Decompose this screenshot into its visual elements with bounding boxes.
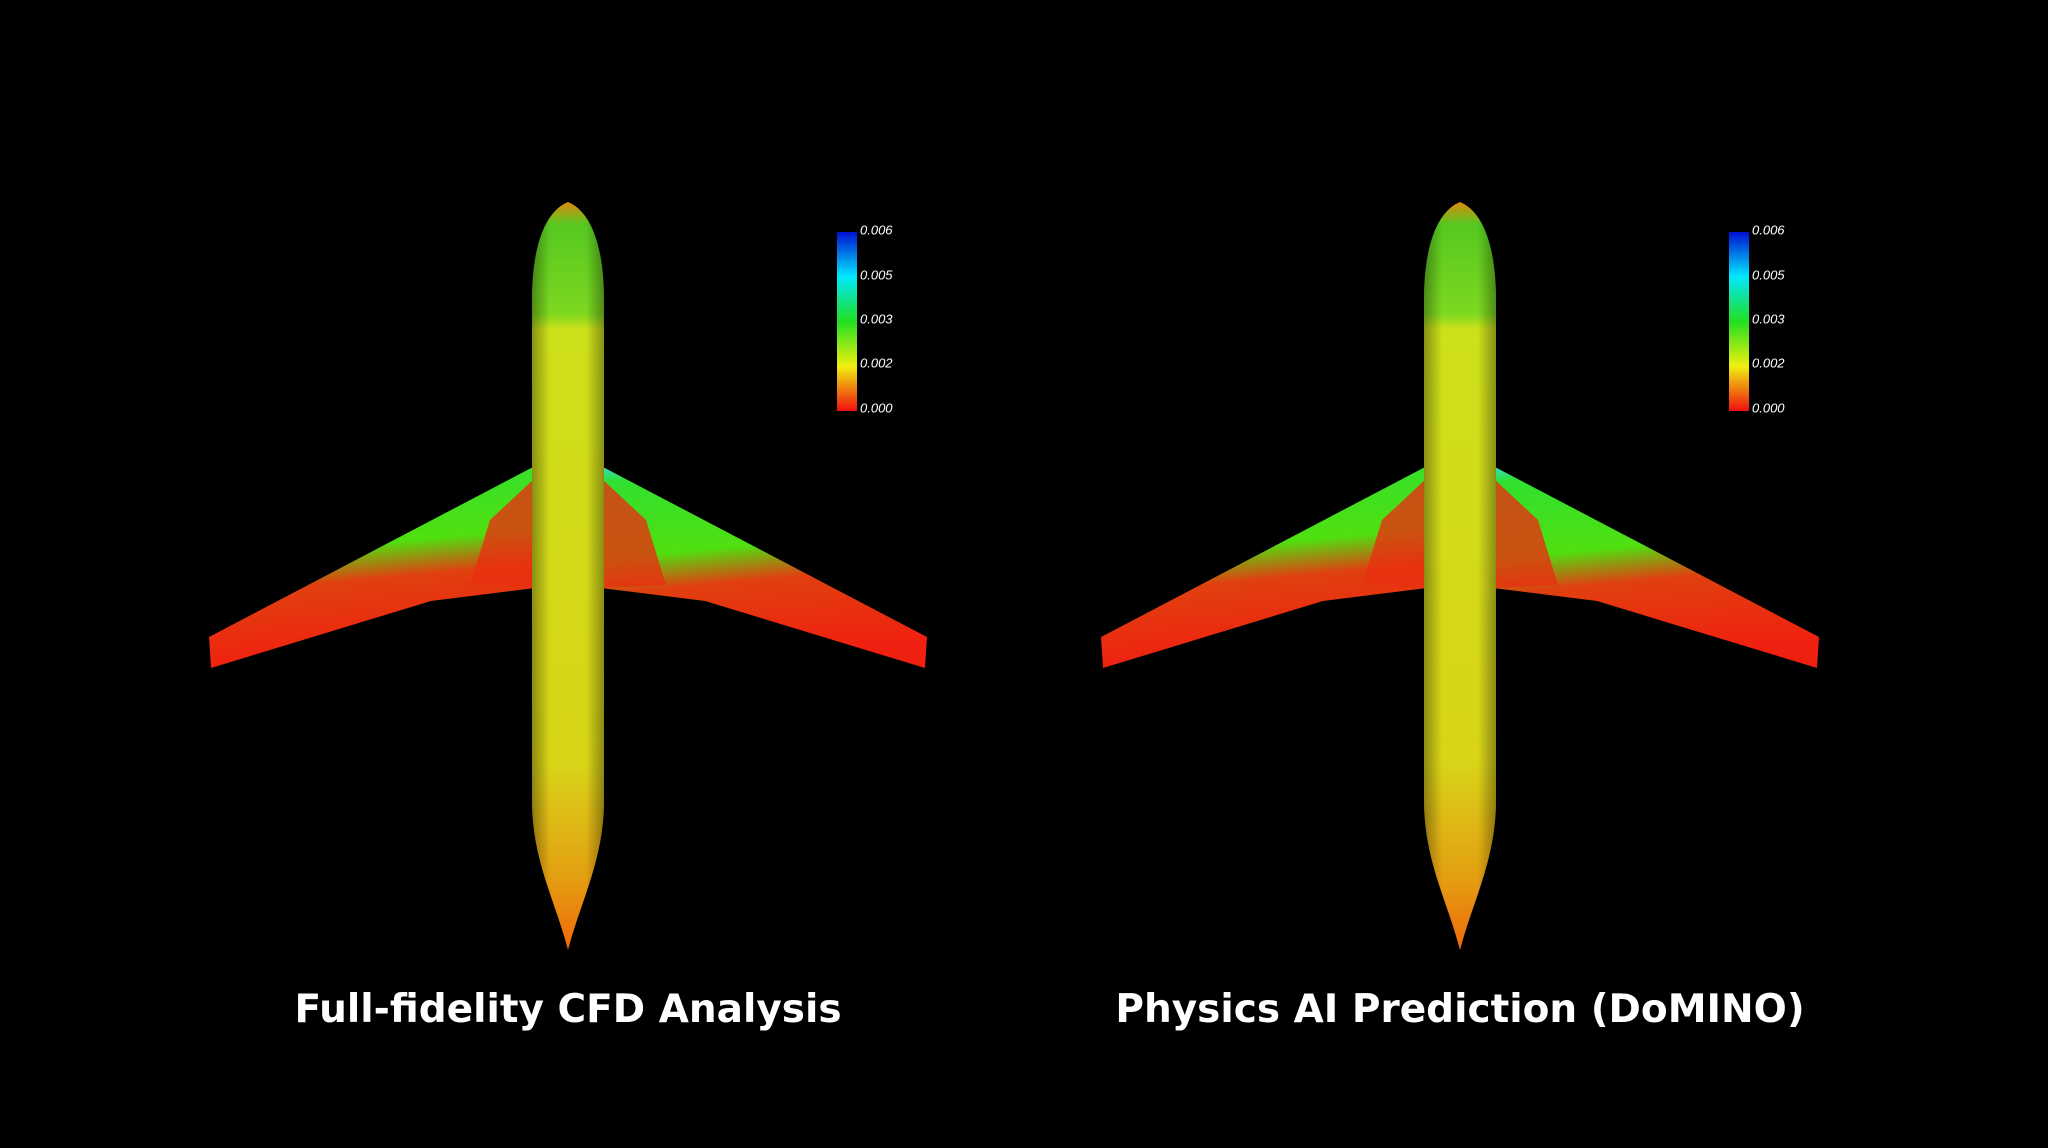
- right-wing: [601, 466, 927, 668]
- colorbar-tick-label: 0.003: [860, 311, 893, 326]
- colorbar-tick-label: 0.005: [1752, 267, 1785, 282]
- airplane: [1101, 202, 1819, 950]
- colorbar-tick-label: 0.002: [860, 355, 893, 370]
- wing-root-right: [1493, 478, 1558, 588]
- colorbar-tick-label: 0.006: [1752, 222, 1785, 237]
- colorbar: [837, 232, 857, 411]
- colorbar-tick-label: 0.000: [860, 400, 893, 415]
- colorbar-tick-label: 0.005: [860, 267, 893, 282]
- left-wing: [209, 466, 535, 668]
- colorbar-tick-label: 0.002: [1752, 355, 1785, 370]
- panel: 0.006 0.005 0.003 0.002 0.000 Physics AI Pred…: [1101, 202, 1819, 1032]
- colorbar: [1729, 232, 1749, 411]
- fuselage-shade: [532, 202, 604, 950]
- colorbar-tick-label: 0.003: [1752, 311, 1785, 326]
- colorbar-tick-label: 0.006: [860, 222, 893, 237]
- caption: Physics AI Prediction (DoMINO): [1115, 987, 1804, 1032]
- fuselage-shade: [1424, 202, 1496, 950]
- wing-root-left: [470, 478, 535, 588]
- airplane: [209, 202, 927, 950]
- right-wing: [1493, 466, 1819, 668]
- panel: 0.006 0.005 0.003 0.002 0.000 Full-fidelity C…: [209, 202, 927, 1032]
- caption: Full-fidelity CFD Analysis: [294, 987, 841, 1032]
- colorbar-tick-label: 0.000: [1752, 400, 1785, 415]
- wing-root-right: [601, 478, 666, 588]
- left-wing: [1101, 466, 1427, 668]
- wing-root-left: [1362, 478, 1427, 588]
